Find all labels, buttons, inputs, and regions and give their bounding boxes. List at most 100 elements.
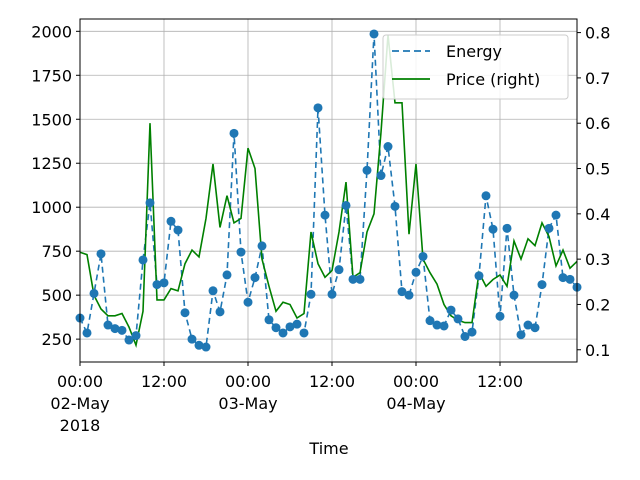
legend-energy-label: Energy — [446, 42, 502, 61]
plot-frame — [79, 18, 578, 363]
x-tick-label: 03-May — [218, 394, 277, 413]
energy-point — [495, 311, 505, 321]
energy-point — [327, 289, 337, 299]
energy-point — [173, 225, 183, 235]
y-left-tick-label: 1750 — [31, 66, 72, 85]
energy-point — [502, 223, 512, 233]
axis-ticks: 00:00 02-May 2018 12:00 00:00 03-May 12:00 00:0… — [31, 22, 610, 435]
energy-point — [467, 327, 477, 337]
energy-point — [404, 290, 414, 300]
energy-point — [313, 103, 323, 113]
energy-point — [271, 323, 281, 333]
y-left-tick-label: 750 — [41, 242, 72, 261]
energy-point — [306, 289, 316, 299]
energy-point — [334, 265, 344, 275]
x-tick-label: 12:00 — [141, 372, 187, 391]
energy-point — [264, 315, 274, 325]
energy-point — [222, 270, 232, 280]
energy-point — [131, 331, 141, 341]
energy-point — [250, 273, 260, 283]
energy-point — [208, 286, 218, 296]
y-right-tick-label: 0.4 — [585, 205, 610, 224]
y-left-tick-label: 1500 — [31, 110, 72, 129]
energy-point — [215, 307, 225, 317]
energy-point — [544, 223, 554, 233]
x-tick-label: 12:00 — [477, 372, 523, 391]
energy-point — [117, 325, 127, 335]
y-left-tick-label: 250 — [41, 330, 72, 349]
energy-point — [194, 340, 204, 350]
energy-point — [551, 210, 561, 220]
energy-point — [425, 316, 435, 326]
energy-point — [201, 342, 211, 352]
energy-point — [159, 278, 169, 288]
x-axis-label: Time — [308, 439, 348, 458]
y-right-tick-label: 0.2 — [585, 295, 610, 314]
energy-point — [166, 216, 176, 226]
energy-point — [103, 320, 113, 330]
energy-markers — [75, 29, 582, 352]
legend: Energy Price (right) — [382, 34, 569, 100]
y-left-tick-label: 1000 — [31, 198, 72, 217]
y-right-tick-label: 0.6 — [585, 114, 610, 133]
y-left-tick-label: 2000 — [31, 22, 72, 41]
energy-point — [180, 308, 190, 318]
energy-point — [411, 267, 421, 277]
x-tick-label: 12:00 — [309, 372, 355, 391]
energy-point — [509, 290, 519, 300]
energy-point — [292, 319, 302, 329]
y-right-tick-label: 0.1 — [585, 341, 610, 360]
y-right-tick-label: 0.7 — [585, 69, 610, 88]
energy-point — [439, 321, 449, 331]
energy-point — [516, 330, 526, 340]
x-tick-label: 00:00 — [225, 372, 271, 391]
energy-point — [355, 274, 365, 284]
x-tick-label: 00:00 — [57, 372, 103, 391]
energy-point — [124, 335, 134, 345]
energy-point — [446, 305, 456, 315]
energy-point — [285, 322, 295, 332]
energy-point — [82, 328, 92, 338]
energy-point — [376, 171, 386, 181]
energy-point — [432, 320, 442, 330]
x-tick-label: 2018 — [60, 416, 101, 435]
energy-point — [299, 328, 309, 338]
energy-point — [145, 198, 155, 208]
energy-point — [320, 210, 330, 220]
energy-point — [229, 128, 239, 138]
energy-point — [481, 191, 491, 201]
energy-point — [397, 287, 407, 297]
energy-point — [558, 273, 568, 283]
y-right-tick-label: 0.3 — [585, 250, 610, 269]
energy-point — [537, 280, 547, 290]
energy-point — [362, 165, 372, 175]
legend-price-label: Price (right) — [446, 70, 540, 89]
x-tick-label: 04-May — [386, 394, 445, 413]
energy-point — [96, 249, 106, 259]
x-tick-label: 00:00 — [393, 372, 439, 391]
y-left-tick-label: 1250 — [31, 154, 72, 173]
y-left-tick-label: 500 — [41, 286, 72, 305]
price-series-line — [79, 34, 578, 349]
x-tick-label: 02-May — [50, 394, 109, 413]
energy-point — [488, 224, 498, 234]
energy-point — [89, 288, 99, 298]
energy-point — [474, 271, 484, 281]
energy-point — [369, 29, 379, 39]
energy-point — [243, 297, 253, 307]
energy-point — [278, 328, 288, 338]
energy-point — [152, 280, 162, 290]
y-right-tick-label: 0.5 — [585, 160, 610, 179]
energy-point — [257, 241, 267, 251]
energy-point — [418, 251, 428, 261]
energy-point — [453, 314, 463, 324]
energy-point — [530, 323, 540, 333]
energy-point — [390, 201, 400, 211]
y-right-tick-label: 0.8 — [585, 24, 610, 43]
energy-point — [565, 274, 575, 284]
energy-point — [110, 324, 120, 334]
energy-point — [523, 320, 533, 330]
energy-point — [236, 247, 246, 257]
energy-point — [138, 255, 148, 265]
